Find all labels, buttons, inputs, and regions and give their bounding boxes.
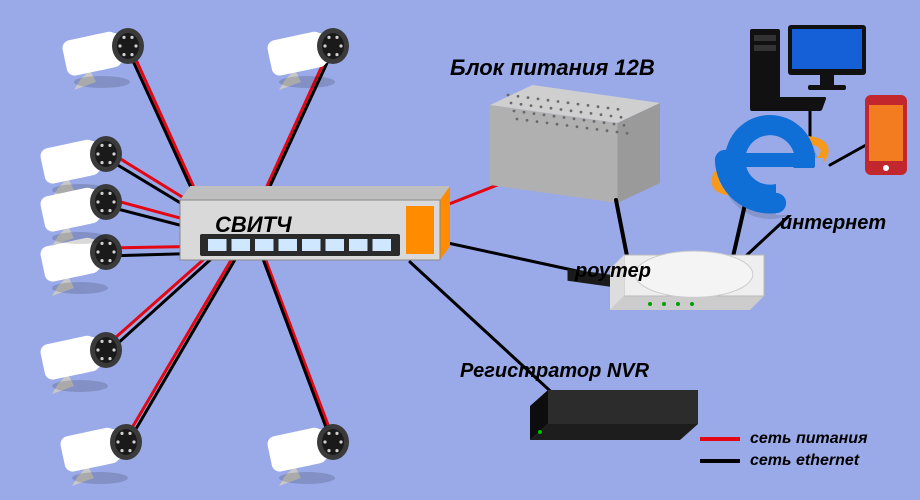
legend-row-power: сеть питания	[700, 430, 868, 448]
legend: сеть питания сеть ethernet	[700, 430, 868, 474]
legend-text-ethernet: сеть ethernet	[750, 452, 859, 470]
nvr-device	[530, 390, 698, 440]
label-psu: Блок питания 12В	[450, 55, 655, 81]
label-internet: интернет	[780, 212, 886, 235]
diagram-canvas: СВИТЧ Блок питания 12В роутер Регистрато…	[0, 0, 920, 500]
phone-icon	[865, 95, 907, 175]
legend-swatch-ethernet	[700, 459, 740, 463]
label-router: роутер	[575, 260, 651, 283]
label-nvr: Регистратор NVR	[460, 360, 649, 383]
legend-text-power: сеть питания	[750, 430, 868, 448]
legend-swatch-power	[700, 437, 740, 441]
legend-row-ethernet: сеть ethernet	[700, 452, 868, 470]
label-switch: СВИТЧ	[215, 212, 292, 238]
